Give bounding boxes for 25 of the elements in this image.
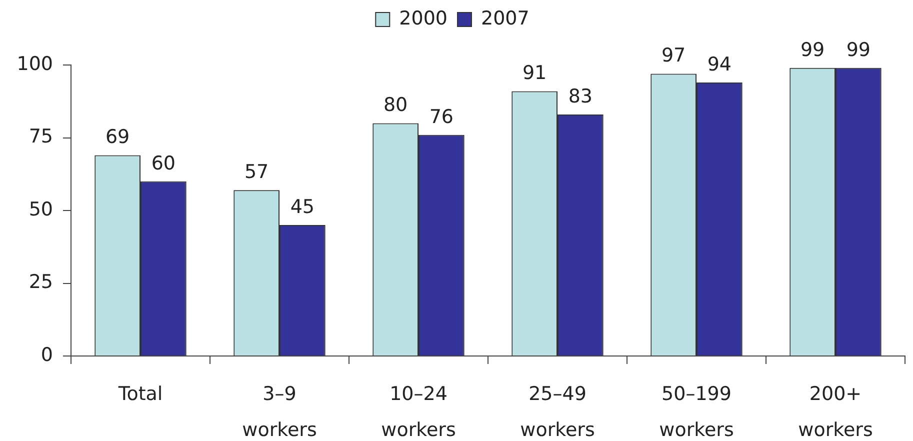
legend-label: 2000 — [399, 7, 448, 30]
data-label: 97 — [661, 44, 686, 67]
data-label: 80 — [383, 94, 408, 116]
data-label: 99 — [846, 38, 871, 61]
data-label: 99 — [800, 38, 825, 61]
x-tick-label: Total — [117, 382, 163, 405]
data-label: 60 — [151, 152, 176, 174]
data-label: 76 — [429, 106, 454, 128]
data-label: 45 — [290, 196, 315, 218]
y-tick-label: 50 — [28, 198, 53, 220]
data-label: 91 — [522, 62, 547, 84]
legend-label: 2007 — [481, 7, 530, 30]
y-tick-label: 25 — [28, 271, 53, 294]
x-tick-label: 25–49 workers — [520, 382, 595, 441]
x-tick-label: 3–9 workers — [242, 382, 317, 441]
x-tick-label: 200+ workers — [798, 382, 873, 441]
y-tick-label: 100 — [16, 52, 53, 75]
x-tick-label: 10–24 workers — [381, 382, 456, 441]
x-tick-label: 50–199 workers — [659, 382, 734, 441]
data-label: 57 — [244, 161, 269, 184]
y-tick-label: 0 — [40, 344, 53, 366]
y-tick-label: 75 — [28, 126, 53, 148]
data-label: 83 — [568, 85, 593, 108]
data-label: 94 — [707, 53, 732, 76]
data-label: 69 — [105, 126, 130, 148]
